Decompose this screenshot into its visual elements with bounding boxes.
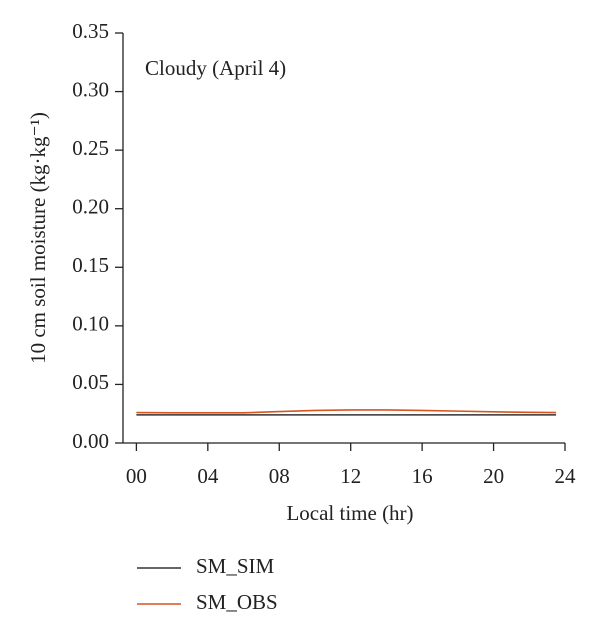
- y-tick-label: 0.35: [72, 19, 109, 43]
- x-tick-label: 12: [340, 464, 361, 488]
- x-axis-label: Local time (hr): [286, 501, 413, 525]
- legend-label: SM_SIM: [196, 554, 275, 578]
- x-tick-label: 00: [126, 464, 147, 488]
- y-tick-label: 0.30: [72, 77, 109, 101]
- y-tick-label: 0.00: [72, 429, 109, 453]
- y-tick-label: 0.05: [72, 370, 109, 394]
- x-tick-label: 24: [555, 464, 577, 488]
- y-tick-label: 0.10: [72, 312, 109, 336]
- y-tick-label: 0.25: [72, 136, 109, 160]
- series-line: [136, 409, 557, 414]
- x-tick-label: 04: [197, 464, 219, 488]
- x-tick-label: 20: [483, 464, 504, 488]
- y-axis-label: 10 cm soil moisture (kg·kg⁻¹): [26, 112, 50, 364]
- x-tick-label: 08: [269, 464, 290, 488]
- legend-label: SM_OBS: [196, 590, 278, 614]
- x-tick-label: 16: [412, 464, 433, 488]
- annotation: Cloudy (April 4): [145, 56, 286, 80]
- y-tick-label: 0.15: [72, 253, 109, 277]
- y-tick-label: 0.20: [72, 195, 109, 219]
